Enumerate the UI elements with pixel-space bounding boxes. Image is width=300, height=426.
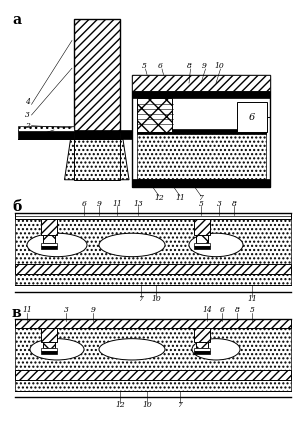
Text: 10: 10 xyxy=(214,62,224,70)
Text: 10: 10 xyxy=(151,296,161,303)
Text: 9: 9 xyxy=(91,306,95,314)
Text: 11: 11 xyxy=(112,200,122,207)
Text: 7: 7 xyxy=(199,194,203,202)
Text: 11: 11 xyxy=(22,306,32,314)
Bar xyxy=(194,219,210,235)
Text: в: в xyxy=(12,306,22,320)
Text: 3: 3 xyxy=(25,111,29,119)
Bar xyxy=(237,102,267,132)
Bar xyxy=(194,348,210,351)
Bar xyxy=(15,319,291,328)
Text: 14: 14 xyxy=(202,306,212,314)
Bar xyxy=(136,132,266,179)
Bar xyxy=(194,328,210,342)
Text: 11: 11 xyxy=(175,194,185,202)
Bar xyxy=(15,219,291,264)
Text: 13: 13 xyxy=(133,200,143,207)
Text: 11: 11 xyxy=(247,296,257,303)
Ellipse shape xyxy=(99,233,165,256)
Text: 7: 7 xyxy=(139,296,143,303)
Bar xyxy=(136,129,266,134)
Bar xyxy=(15,274,291,285)
Ellipse shape xyxy=(27,233,87,256)
Bar xyxy=(18,130,74,139)
Bar xyxy=(74,19,120,132)
Text: 6: 6 xyxy=(220,306,224,314)
Text: 4: 4 xyxy=(25,98,29,106)
Ellipse shape xyxy=(192,339,240,360)
Bar xyxy=(40,219,57,235)
Bar xyxy=(18,126,74,131)
Bar xyxy=(132,75,270,187)
Text: б: б xyxy=(12,200,21,213)
Text: 6: 6 xyxy=(82,200,86,207)
Text: 12: 12 xyxy=(115,401,125,409)
Bar xyxy=(194,246,210,249)
Ellipse shape xyxy=(30,339,84,360)
Text: 6: 6 xyxy=(249,112,255,122)
Text: 1: 1 xyxy=(25,132,29,140)
Bar xyxy=(40,351,57,354)
Bar xyxy=(196,235,208,243)
Bar xyxy=(15,328,291,370)
Text: a: a xyxy=(12,13,21,27)
Bar xyxy=(132,75,270,91)
Text: 8: 8 xyxy=(235,306,239,314)
Bar xyxy=(40,348,57,351)
Bar xyxy=(136,98,172,132)
Text: 5: 5 xyxy=(199,200,203,207)
Ellipse shape xyxy=(189,233,243,256)
Text: 7: 7 xyxy=(178,401,182,409)
Bar xyxy=(194,243,210,246)
Bar xyxy=(15,264,291,274)
Bar xyxy=(120,130,132,139)
Bar xyxy=(196,342,208,348)
Bar xyxy=(194,351,210,354)
Text: 9: 9 xyxy=(97,200,101,207)
Text: 5: 5 xyxy=(142,62,146,70)
Bar xyxy=(15,370,291,380)
Text: 2: 2 xyxy=(25,122,29,130)
Bar xyxy=(15,380,291,391)
Text: 9: 9 xyxy=(202,62,206,70)
Ellipse shape xyxy=(99,339,165,360)
Text: 12: 12 xyxy=(154,194,164,202)
Text: 3: 3 xyxy=(64,306,68,314)
Text: 5: 5 xyxy=(250,306,254,314)
Polygon shape xyxy=(64,139,129,180)
Bar xyxy=(15,213,291,219)
Text: 6: 6 xyxy=(158,62,163,70)
Bar xyxy=(74,139,120,180)
Bar xyxy=(43,235,55,243)
Bar xyxy=(40,246,57,249)
Bar xyxy=(43,342,55,348)
Bar xyxy=(132,179,270,187)
Text: 10: 10 xyxy=(142,401,152,409)
Text: 8: 8 xyxy=(187,62,191,70)
Bar xyxy=(40,328,57,342)
Bar xyxy=(132,91,270,98)
Bar xyxy=(40,243,57,246)
Text: 8: 8 xyxy=(232,200,236,207)
Text: 3: 3 xyxy=(217,200,221,207)
Bar xyxy=(74,130,120,139)
